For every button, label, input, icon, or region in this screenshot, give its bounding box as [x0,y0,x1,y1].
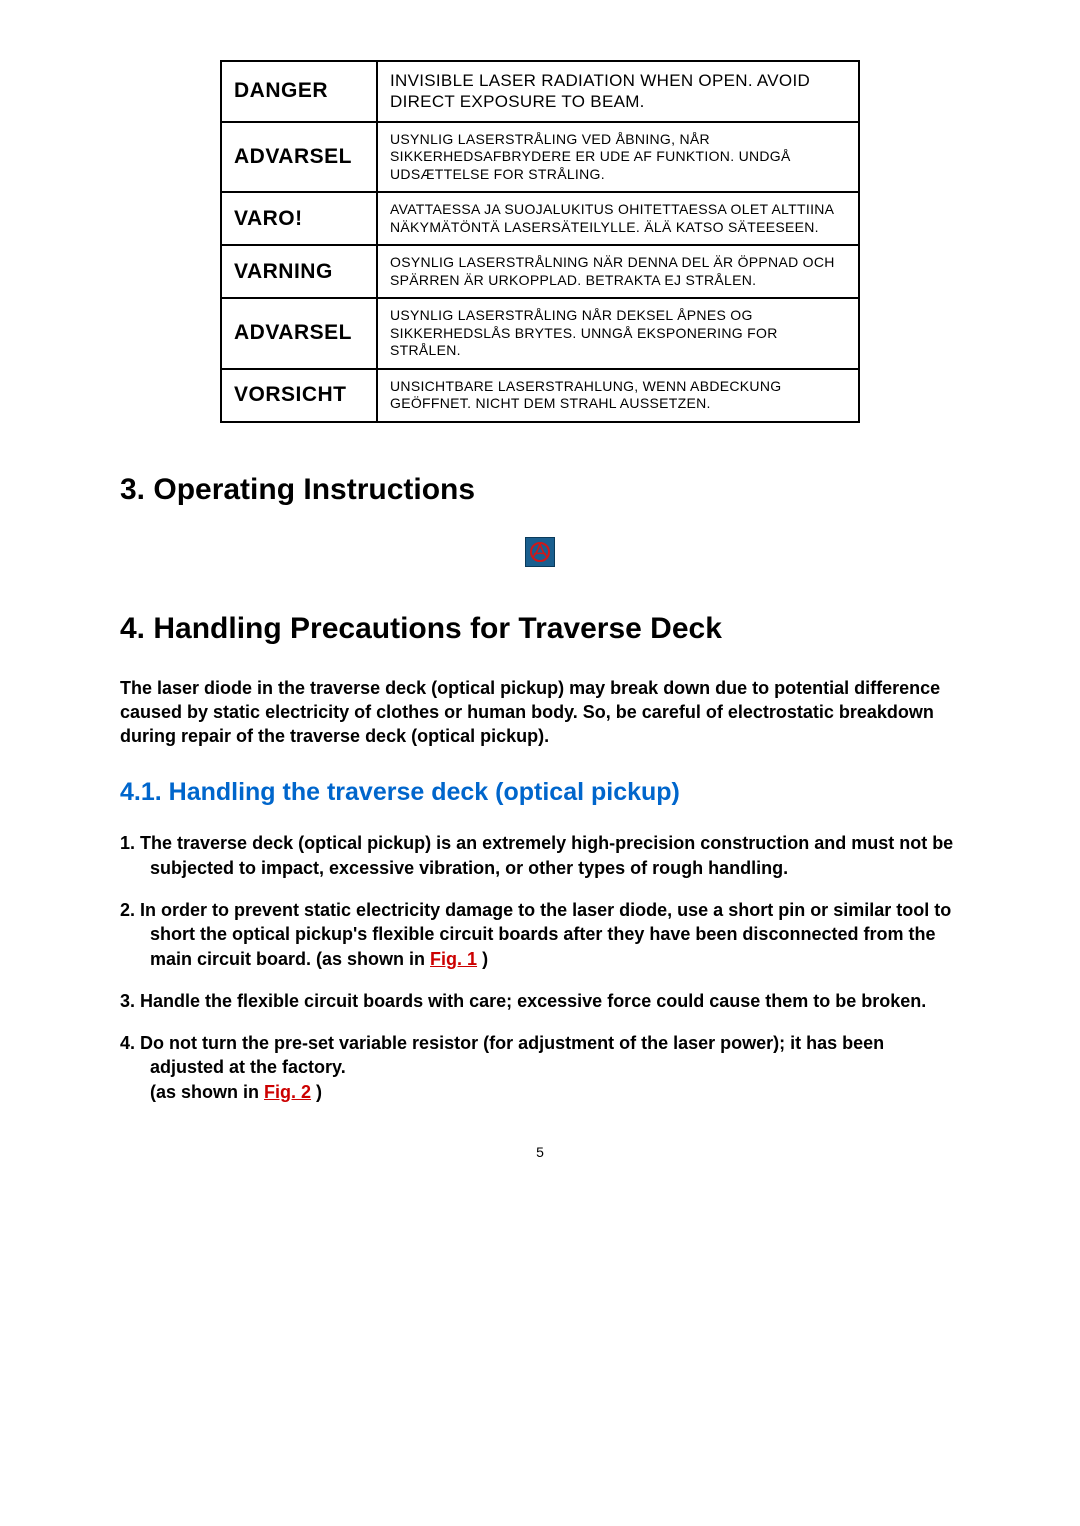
page-number: 5 [120,1144,960,1160]
section-4-heading: 4. Handling Precautions for Traverse Dec… [120,612,960,646]
warning-desc: INVISIBLE LASER RADIATION WHEN OPEN. AVO… [377,61,859,122]
section-4-intro: The laser diode in the traverse deck (op… [120,676,960,749]
warning-label: ADVARSEL [221,122,377,193]
laser-warning-table: DANGERINVISIBLE LASER RADIATION WHEN OPE… [220,60,860,423]
warning-desc: UNSICHTBARE LASERSTRAHLUNG, WENN ABDECKU… [377,369,859,422]
warning-desc: OSYNLIG LASERSTRÅLNING NÄR DENNA DEL ÄR … [377,245,859,298]
section-3-heading: 3. Operating Instructions [120,473,960,507]
warning-desc: USYNLIG LASERSTRÅLING VED ÅBNING, NÅR SI… [377,122,859,193]
acrobat-icon[interactable] [525,537,555,567]
warning-label: VORSICHT [221,369,377,422]
list-item: 2. In order to prevent static electricit… [120,898,960,971]
figure-link[interactable]: Fig. 2 [264,1082,311,1102]
warning-desc: AVATTAESSA JA SUOJALUKITUS OHITETTAESSA … [377,192,859,245]
figure-link[interactable]: Fig. 1 [430,949,477,969]
warning-desc: USYNLIG LASERSTRÅLING NÅR DEKSEL ÅPNES O… [377,298,859,369]
list-item: 4. Do not turn the pre-set variable resi… [120,1031,960,1104]
list-item: 1. The traverse deck (optical pickup) is… [120,831,960,880]
warning-label: VARNING [221,245,377,298]
list-item: 3. Handle the flexible circuit boards wi… [120,989,960,1013]
warning-label: DANGER [221,61,377,122]
subsection-4-1-heading: 4.1. Handling the traverse deck (optical… [120,778,960,807]
warning-label: VARO! [221,192,377,245]
pdf-icon-row [120,537,960,572]
warning-label: ADVARSEL [221,298,377,369]
